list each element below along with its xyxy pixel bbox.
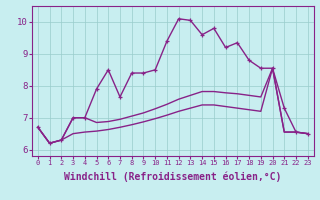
X-axis label: Windchill (Refroidissement éolien,°C): Windchill (Refroidissement éolien,°C) [64,172,282,182]
